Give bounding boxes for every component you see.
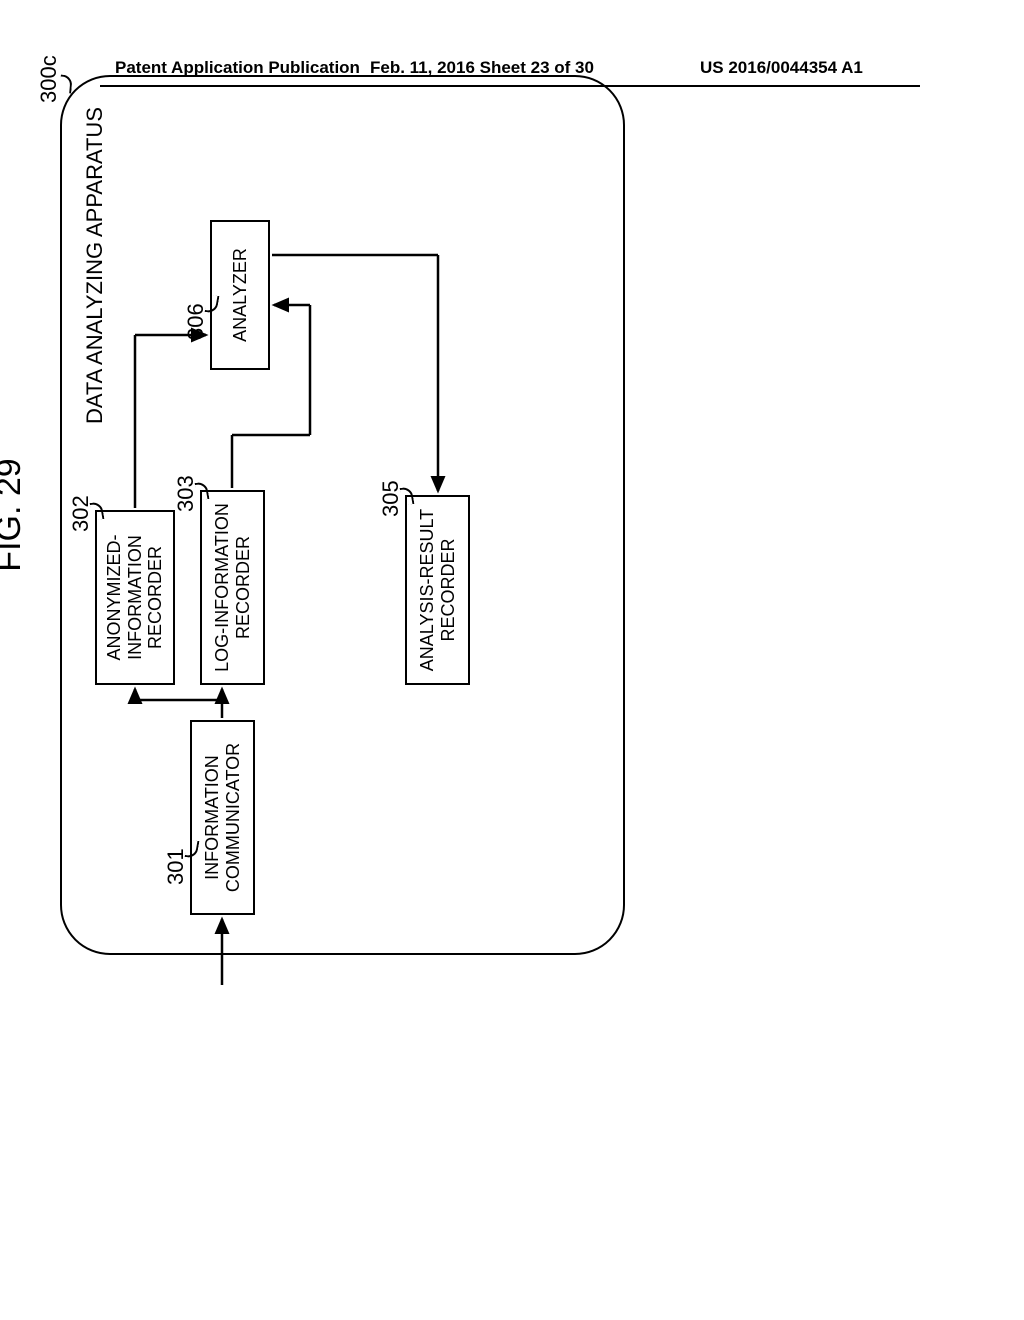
page: Patent Application Publication Feb. 11, …	[0, 0, 1024, 1320]
connections-svg	[0, 15, 700, 1015]
header-right: US 2016/0044354 A1	[700, 58, 863, 78]
diagram-rotated-container: FIG. 29 300c DATA ANALYZING APPARATUS IN…	[0, 315, 1000, 1015]
